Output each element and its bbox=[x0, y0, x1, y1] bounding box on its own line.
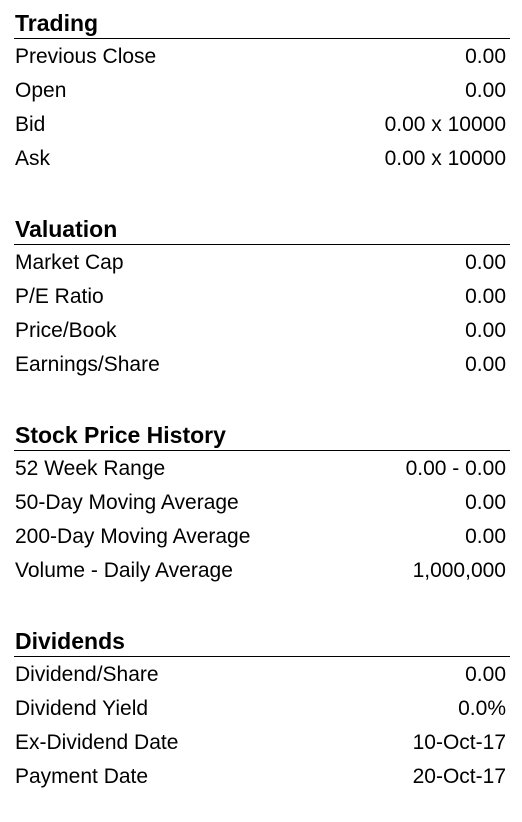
row-value: 0.00 bbox=[465, 79, 506, 102]
row-value: 20-Oct-17 bbox=[412, 765, 506, 788]
row-200-day-moving-average: 200-Day Moving Average 0.00 bbox=[14, 520, 510, 554]
row-label: Ask bbox=[15, 147, 51, 170]
row-ex-dividend-date: Ex-Dividend Date 10-Oct-17 bbox=[14, 726, 510, 760]
section-title: Trading bbox=[14, 6, 510, 39]
row-value: 10-Oct-17 bbox=[412, 731, 506, 754]
row-label: Ex-Dividend Date bbox=[15, 731, 179, 754]
section-rows: Market Cap 0.00 P/E Ratio 0.00 Price/Boo… bbox=[14, 246, 510, 382]
stock-summary-sheet: Trading Previous Close 0.00 Open 0.00 Bi… bbox=[14, 6, 510, 794]
row-bid: Bid 0.00 x 10000 bbox=[14, 108, 510, 142]
row-value: 0.00 x 10000 bbox=[384, 147, 506, 170]
row-52-week-range: 52 Week Range 0.00 - 0.00 bbox=[14, 452, 510, 486]
row-pe-ratio: P/E Ratio 0.00 bbox=[14, 280, 510, 314]
row-label: 50-Day Moving Average bbox=[15, 491, 239, 514]
row-value: 0.00 bbox=[465, 491, 506, 514]
row-label: Open bbox=[15, 79, 67, 102]
row-dividend-yield: Dividend Yield 0.0% bbox=[14, 692, 510, 726]
row-market-cap: Market Cap 0.00 bbox=[14, 246, 510, 280]
row-label: Market Cap bbox=[15, 251, 124, 274]
row-payment-date: Payment Date 20-Oct-17 bbox=[14, 760, 510, 794]
row-label: Price/Book bbox=[15, 319, 117, 342]
section-trading: Trading Previous Close 0.00 Open 0.00 Bi… bbox=[14, 6, 510, 176]
row-earnings-share: Earnings/Share 0.00 bbox=[14, 348, 510, 382]
row-label: 200-Day Moving Average bbox=[15, 525, 251, 548]
row-label: P/E Ratio bbox=[15, 285, 104, 308]
row-value: 0.00 bbox=[465, 45, 506, 68]
row-label: Earnings/Share bbox=[15, 353, 160, 376]
section-title: Stock Price History bbox=[14, 418, 510, 451]
row-value: 0.0% bbox=[458, 697, 506, 720]
row-value: 0.00 x 10000 bbox=[384, 113, 506, 136]
row-50-day-moving-average: 50-Day Moving Average 0.00 bbox=[14, 486, 510, 520]
section-title: Dividends bbox=[14, 624, 510, 657]
row-value: 0.00 - 0.00 bbox=[405, 457, 506, 480]
row-price-book: Price/Book 0.00 bbox=[14, 314, 510, 348]
row-label: Volume - Daily Average bbox=[15, 559, 233, 582]
row-dividend-share: Dividend/Share 0.00 bbox=[14, 658, 510, 692]
section-valuation: Valuation Market Cap 0.00 P/E Ratio 0.00… bbox=[14, 212, 510, 382]
row-label: Bid bbox=[15, 113, 46, 136]
row-label: Payment Date bbox=[15, 765, 149, 788]
row-value: 1,000,000 bbox=[412, 559, 506, 582]
row-value: 0.00 bbox=[465, 319, 506, 342]
section-stock-price-history: Stock Price History 52 Week Range 0.00 -… bbox=[14, 418, 510, 588]
section-rows: Dividend/Share 0.00 Dividend Yield 0.0% … bbox=[14, 658, 510, 794]
row-value: 0.00 bbox=[465, 525, 506, 548]
row-label: 52 Week Range bbox=[15, 457, 166, 480]
row-value: 0.00 bbox=[465, 663, 506, 686]
section-rows: Previous Close 0.00 Open 0.00 Bid 0.00 x… bbox=[14, 40, 510, 176]
row-label: Dividend/Share bbox=[15, 663, 159, 686]
row-label: Dividend Yield bbox=[15, 697, 149, 720]
section-rows: 52 Week Range 0.00 - 0.00 50-Day Moving … bbox=[14, 452, 510, 588]
section-title: Valuation bbox=[14, 212, 510, 245]
row-value: 0.00 bbox=[465, 285, 506, 308]
row-value: 0.00 bbox=[465, 353, 506, 376]
row-value: 0.00 bbox=[465, 251, 506, 274]
row-volume-daily-average: Volume - Daily Average 1,000,000 bbox=[14, 554, 510, 588]
row-previous-close: Previous Close 0.00 bbox=[14, 40, 510, 74]
row-ask: Ask 0.00 x 10000 bbox=[14, 142, 510, 176]
row-open: Open 0.00 bbox=[14, 74, 510, 108]
section-dividends: Dividends Dividend/Share 0.00 Dividend Y… bbox=[14, 624, 510, 794]
row-label: Previous Close bbox=[15, 45, 157, 68]
